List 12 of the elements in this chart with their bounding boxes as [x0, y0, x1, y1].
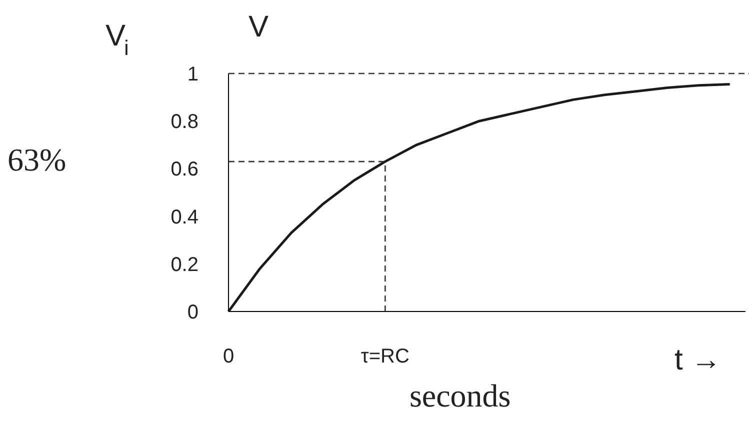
y-tick-label: 0.6	[170, 158, 199, 181]
y-tick-label: 0.2	[170, 254, 199, 276]
y-tick-label: 0.8	[170, 111, 199, 134]
text: 63%	[8, 142, 66, 178]
x-axis-title: seconds	[409, 378, 511, 414]
line-series	[227, 82, 732, 313]
x-tick-label: τ=RC	[360, 346, 410, 368]
y-tick-label: 0	[187, 302, 198, 324]
y-tick-label: 0.4	[170, 206, 199, 228]
text: t →	[674, 344, 722, 376]
y-tick-label: 1	[187, 64, 198, 86]
y-axis-title: V	[248, 10, 269, 44]
